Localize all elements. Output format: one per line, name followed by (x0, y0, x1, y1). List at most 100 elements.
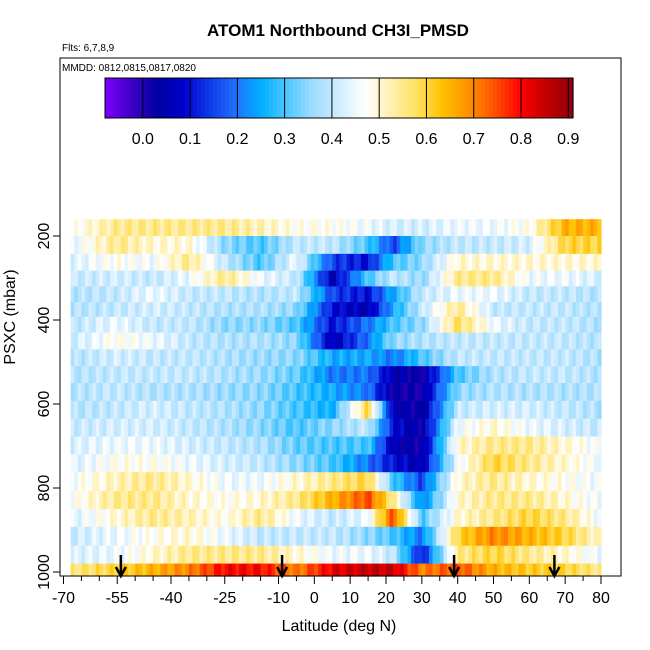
heatmap-cell (102, 491, 108, 510)
heatmap-cell (522, 400, 527, 420)
heatmap-cell (131, 332, 136, 350)
colorbar-segment (389, 78, 394, 118)
heatmap-cell (117, 302, 122, 318)
heatmap-cell (489, 366, 495, 384)
heatmap-cell (214, 472, 219, 492)
heatmap-cell (282, 316, 287, 334)
heatmap-cell (464, 418, 470, 438)
heatmap-cell (400, 400, 405, 420)
heatmap-cell (289, 286, 294, 303)
heatmap-cell (325, 545, 330, 565)
heatmap-cell (414, 383, 419, 402)
heatmap-cell (575, 316, 581, 334)
heatmap-cell (214, 236, 219, 255)
heatmap-cell (536, 454, 541, 473)
heatmap-cell (454, 332, 459, 350)
colorbar-frame (104, 77, 574, 119)
heatmap-cell (540, 436, 545, 455)
heatmap-cell (507, 316, 513, 334)
heatmap-cell (99, 270, 104, 287)
heatmap-cell (403, 400, 409, 420)
heatmap-cell (575, 286, 581, 303)
heatmap-cell (554, 349, 559, 367)
heatmap-cell (85, 454, 90, 473)
heatmap-cell (489, 316, 495, 334)
heatmap-cell (289, 454, 294, 473)
heatmap-cell (85, 316, 90, 334)
heatmap-cell (457, 270, 462, 287)
heatmap-cell (253, 253, 258, 272)
colorbar-segment (277, 78, 282, 118)
heatmap-cell (210, 219, 215, 237)
heatmap-cell (500, 400, 505, 420)
heatmap-cell (328, 349, 333, 367)
heatmap-cell (429, 400, 434, 420)
heatmap-cell (375, 509, 380, 528)
heatmap-cell (106, 286, 111, 303)
colorbar-segment (437, 78, 442, 118)
heatmap-cell (178, 286, 183, 303)
heatmap-cell (443, 332, 448, 350)
heatmap-cell (339, 472, 344, 492)
heatmap-cell (403, 236, 409, 255)
heatmap-cell (547, 509, 552, 528)
heatmap-cell (138, 270, 143, 287)
heatmap-cell (335, 563, 341, 577)
heatmap-cell (88, 418, 93, 438)
colorbar-segment (537, 78, 542, 118)
heatmap-cell (353, 472, 358, 492)
heatmap-cell (357, 418, 362, 438)
heatmap-cell (350, 509, 355, 528)
heatmap-cell (461, 545, 466, 565)
heatmap-cell (371, 563, 376, 577)
heatmap-cell (522, 563, 527, 577)
heatmap-cell (231, 545, 237, 565)
heatmap-cell (271, 332, 276, 350)
heatmap-cell (403, 526, 409, 547)
heatmap-cell (597, 219, 602, 237)
heatmap-cell (253, 302, 258, 318)
heatmap-cell (307, 219, 312, 237)
heatmap-cell (224, 472, 229, 492)
heatmap-cell (192, 545, 197, 565)
heatmap-cell (472, 270, 477, 287)
heatmap-cell (138, 316, 143, 334)
heatmap-cell (307, 454, 312, 473)
heatmap-cell (590, 436, 595, 455)
heatmap-cell (102, 236, 108, 255)
heatmap-cell (561, 491, 566, 510)
heatmap-cell (81, 526, 86, 547)
heatmap-cell (335, 436, 341, 455)
heatmap-cell (561, 286, 566, 303)
heatmap-cell (335, 472, 341, 492)
heatmap-cell (199, 400, 204, 420)
heatmap-cell (511, 286, 516, 303)
heatmap-cell (95, 491, 100, 510)
heatmap-cell (393, 270, 398, 287)
heatmap-cell (196, 253, 201, 272)
heatmap-cell (156, 219, 161, 237)
heatmap-cell (429, 253, 434, 272)
heatmap-cell (332, 491, 337, 510)
heatmap-cell (110, 316, 115, 334)
heatmap-cell (296, 316, 301, 334)
heatmap-cell (339, 491, 344, 510)
heatmap-cell (267, 436, 272, 455)
heatmap-cell (572, 253, 577, 272)
heatmap-cell (106, 418, 111, 438)
heatmap-cell (389, 236, 394, 255)
heatmap-cell (497, 418, 502, 438)
heatmap-cell (439, 509, 444, 528)
heatmap-cell (181, 302, 186, 318)
heatmap-cell (303, 454, 308, 473)
heatmap-cell (515, 253, 520, 272)
heatmap-cell (572, 270, 577, 287)
heatmap-cell (522, 316, 527, 334)
colorbar: 0.0 0.1 0.2 0.3 0.4 0.5 0.6 0.7 0.8 0.9 (104, 77, 579, 148)
heatmap-cell (128, 545, 133, 565)
heatmap-cell (568, 332, 573, 350)
heatmap-cell (400, 270, 405, 287)
heatmap-cell (518, 383, 523, 402)
heatmap-cell (131, 509, 136, 528)
heatmap-cell (593, 316, 599, 334)
